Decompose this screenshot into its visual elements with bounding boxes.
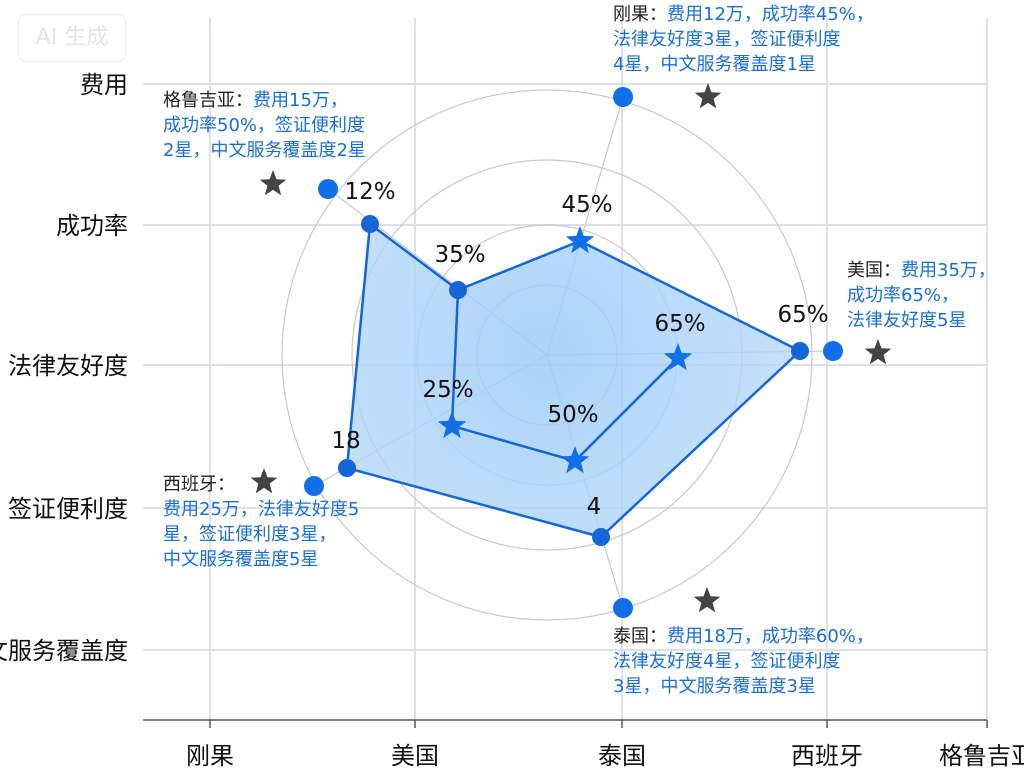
- annotation-thailand: 泰国：费用18万，成功率60%， 法律友好度4星，签证便利度 3星，中文服务覆盖…: [613, 624, 874, 699]
- outer-series-point: [449, 281, 467, 299]
- inner-data-label: 45%: [561, 192, 612, 218]
- y-tick-label: 法律友好度: [8, 352, 128, 380]
- outer-data-label: 35%: [434, 242, 485, 268]
- labels: 费用成功率法律友好度签证便利度中文服务覆盖度刚果 美国 泰国 西班牙 格鲁吉亚 12% 65…: [0, 71, 1024, 768]
- annotation-georgia: 格鲁吉亚：费用15万， 成功率50%，签证便利度 2星，中文服务覆盖度2星: [163, 88, 366, 163]
- annotation-point: [613, 598, 633, 618]
- annotation-line: 4星，中文服务覆盖度1星: [613, 54, 816, 75]
- outer-series-point: [592, 528, 610, 546]
- y-tick-label: 中文服务覆盖度: [0, 637, 128, 665]
- outer-data-label: 18: [331, 428, 360, 454]
- grid: [143, 18, 988, 728]
- outer-series-point: [361, 215, 379, 233]
- x-tick-label: 西班牙: [791, 742, 863, 768]
- annotation-star: [694, 83, 722, 109]
- annotation-line: 费用35万，: [901, 260, 996, 281]
- annotation-line: 费用25万，法律友好度5: [163, 499, 360, 520]
- annotation-point: [823, 341, 843, 361]
- radar-ring: [281, 89, 813, 621]
- ai-generated-watermark: AI 生成: [18, 14, 126, 62]
- y-tick-label: 签证便利度: [8, 495, 128, 523]
- annotation-point: [318, 179, 338, 199]
- annotation-line: 法律友好度4星，签证便利度: [613, 651, 841, 672]
- annotation-spain: 西班牙： 费用25万，法律友好度5 星，签证便利度3星， 中文服务覆盖度5星: [163, 472, 359, 572]
- annotation-point: [304, 476, 324, 496]
- inner-series-star: [565, 226, 595, 254]
- x-tick-label: 泰国: [598, 742, 646, 768]
- annotation-line: 法律友好度5星: [847, 310, 967, 331]
- annotation-country: 泰国：: [613, 626, 667, 647]
- inner-series-line: [450, 289, 679, 463]
- annotation-usa: 美国：费用35万， 成功率65%， 法律友好度5星: [847, 258, 996, 333]
- annotation-line: 星，签证便利度3星，: [163, 524, 337, 545]
- x-tick-label: 格鲁吉亚: [939, 742, 1024, 768]
- annotation-star: [864, 339, 892, 365]
- annotation-star: [250, 468, 278, 494]
- annotation-line: 费用18万，成功率60%，: [667, 626, 874, 647]
- annotation-line: 费用12万，成功率45%，: [667, 4, 874, 25]
- inner-series-star: [560, 446, 590, 474]
- outer-data-label: 12%: [344, 179, 395, 205]
- y-tick-label: 成功率: [56, 212, 128, 240]
- annotation-country: 刚果：: [613, 4, 667, 25]
- annotation-country: 美国：: [847, 260, 901, 281]
- annotation-line: 2星，中文服务覆盖度2星: [163, 140, 366, 161]
- annotation-line: 中文服务覆盖度5星: [163, 549, 319, 570]
- x-tick-label: 刚果: [186, 742, 234, 768]
- radar-marks: [250, 83, 892, 618]
- annotation-line: 成功率50%，签证便利度: [163, 115, 366, 136]
- outer-data-label: 4: [587, 494, 602, 520]
- y-tick-label: 费用: [80, 71, 128, 99]
- annotation-line: 3星，中文服务覆盖度3星: [613, 676, 816, 697]
- annotation-congo: 刚果：费用12万，成功率45%， 法律友好度3星，签证便利度 4星，中文服务覆盖…: [613, 2, 874, 77]
- inner-data-label: 25%: [422, 377, 473, 403]
- annotation-star: [259, 170, 287, 196]
- x-tick-label: 美国: [391, 742, 439, 768]
- annotation-line: 成功率65%，: [847, 285, 960, 306]
- inner-series-star: [437, 411, 467, 439]
- annotation-country: 西班牙：: [163, 474, 235, 495]
- annotation-line: 费用15万，: [253, 90, 348, 111]
- annotation-line: 法律友好度3星，签证便利度: [613, 29, 841, 50]
- inner-data-label: 65%: [654, 311, 705, 337]
- outer-data-label: 65%: [777, 302, 828, 328]
- outer-series-point: [338, 459, 356, 477]
- inner-data-label: 50%: [547, 402, 598, 428]
- annotation-point: [613, 87, 633, 107]
- annotation-country: 格鲁吉亚：: [163, 90, 253, 111]
- outer-series-point: [791, 342, 809, 360]
- inner-series-star: [663, 343, 693, 371]
- annotation-star: [693, 587, 721, 613]
